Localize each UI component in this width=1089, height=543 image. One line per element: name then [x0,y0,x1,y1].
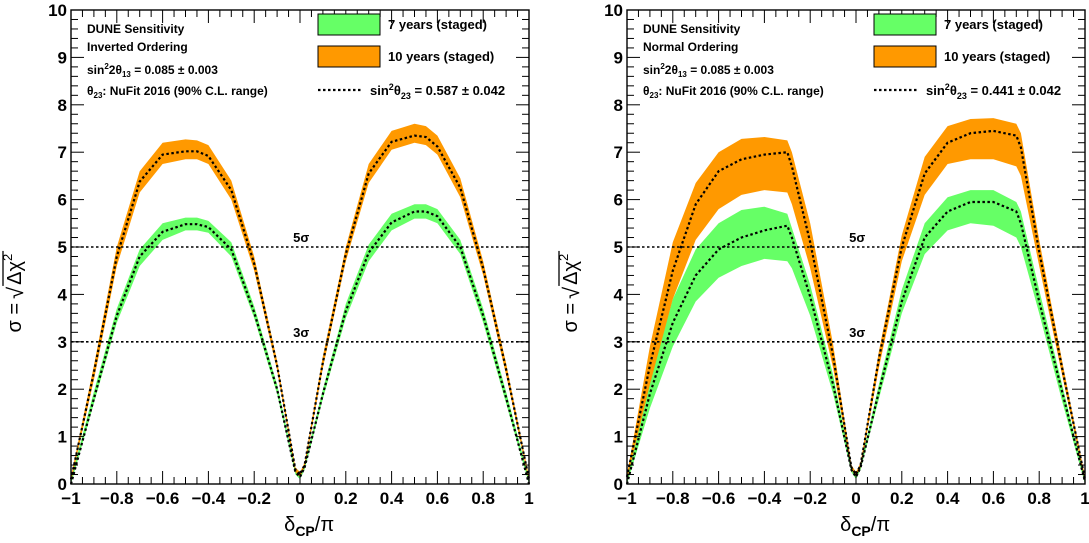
central-curve-10-years [625,129,1087,480]
y-tick-label: 0 [614,475,623,494]
x-tick-label: 1 [524,489,533,508]
y-tick-label: 5 [58,238,67,257]
y-tick-label: 3 [58,333,67,352]
y-tick-label: 10 [48,1,67,20]
y-tick-label: 10 [604,1,623,20]
legend-swatch-7-years [873,13,937,36]
legend-swatch-10-years [873,45,937,68]
x-tick-label: 0.2 [334,489,358,508]
svg-text:Δχ2: Δχ2 [556,254,582,285]
x-tick-label: 0 [851,489,860,508]
legend-label: sin2θ23 = 0.441 ± 0.042 [926,82,1061,101]
x-tick-label: 0.8 [471,489,495,508]
y-tick-label: 6 [58,191,67,210]
y-tick-label: 7 [614,143,623,162]
band-7-years [627,190,1085,484]
x-tick-label: 0.8 [1027,489,1051,508]
y-tick-label: 3 [614,333,623,352]
info-text-line: θ23: NuFit 2016 (90% C.L. range) [87,84,268,100]
legend-label: sin2θ23 = 0.587 ± 0.042 [370,82,505,101]
x-tick-label: 0.4 [380,489,404,508]
x-tick-label: 0.6 [982,489,1006,508]
reference-label-5sigma: 5σ [849,230,865,245]
x-tick-label: −1 [61,489,80,508]
y-tick-label: 8 [58,96,67,115]
x-tick-label: −0.4 [748,489,782,508]
legend-label: 10 years (staged) [388,49,494,64]
central-curve-10-years [69,134,531,480]
reference-label-3sigma: 3σ [293,325,309,340]
band-10-years [71,123,529,482]
x-axis-label: δCP/π [284,514,334,538]
legend-swatch-7-years [317,13,381,36]
plot-frame [626,9,1086,485]
y-tick-label: 7 [58,143,67,162]
y-tick-label: 5 [614,238,623,257]
axis-ticks [70,9,530,485]
y-tick-label: 1 [58,428,67,447]
legend-label: 7 years (staged) [388,17,487,32]
legend-swatch-10-years [317,45,381,68]
info-text-line: Normal Ordering [643,40,738,54]
band-7-years [71,204,529,485]
y-tick-label: 4 [614,285,624,304]
x-tick-label: 0 [295,489,304,508]
x-tick-label: 1 [1080,489,1089,508]
legend-label: 7 years (staged) [944,17,1043,32]
x-tick-label: −0.2 [793,489,827,508]
svg-text:√: √ [559,286,584,299]
x-axis-label: δCP/π [840,514,890,538]
y-tick-label: 0 [58,475,67,494]
central-curve-7-years [69,210,531,485]
info-text-line: sin22θ13 = 0.085 ± 0.003 [643,62,774,79]
x-tick-label: −0.2 [237,489,271,508]
central-curve-7-years [625,200,1087,485]
x-tick-label: −0.8 [100,489,134,508]
svg-text:Δχ2: Δχ2 [0,254,26,285]
info-text-line: DUNE Sensitivity [87,22,185,36]
axis-ticks [626,9,1086,485]
y-tick-label: 9 [58,48,67,67]
y-axis-label: σ = √Δχ2 [0,250,28,333]
y-axis-label: σ = √Δχ2 [556,250,584,333]
y-tick-label: 1 [614,428,623,447]
reference-label-3sigma: 3σ [849,325,865,340]
info-text-line: Inverted Ordering [87,40,188,54]
x-tick-label: 0.4 [936,489,960,508]
svg-text:√: √ [3,286,28,299]
y-tick-label: 4 [58,285,68,304]
legend-label: 10 years (staged) [944,49,1050,64]
y-tick-label: 2 [58,380,67,399]
y-tick-label: 6 [614,191,623,210]
svg-text:σ =: σ = [4,303,26,333]
x-tick-label: 0.6 [426,489,450,508]
x-tick-label: −1 [617,489,636,508]
y-tick-label: 9 [614,48,623,67]
info-text-line: sin22θ13 = 0.085 ± 0.003 [87,62,218,79]
x-tick-label: −0.6 [702,489,736,508]
x-tick-label: −0.4 [192,489,226,508]
svg-text:σ =: σ = [560,303,582,333]
info-text-line: DUNE Sensitivity [643,22,741,36]
y-tick-label: 2 [614,380,623,399]
info-text-line: θ23: NuFit 2016 (90% C.L. range) [643,84,824,100]
x-tick-label: −0.8 [656,489,690,508]
y-tick-label: 8 [614,96,623,115]
reference-label-5sigma: 5σ [293,230,309,245]
x-tick-label: 0.2 [890,489,914,508]
x-tick-label: −0.6 [146,489,180,508]
